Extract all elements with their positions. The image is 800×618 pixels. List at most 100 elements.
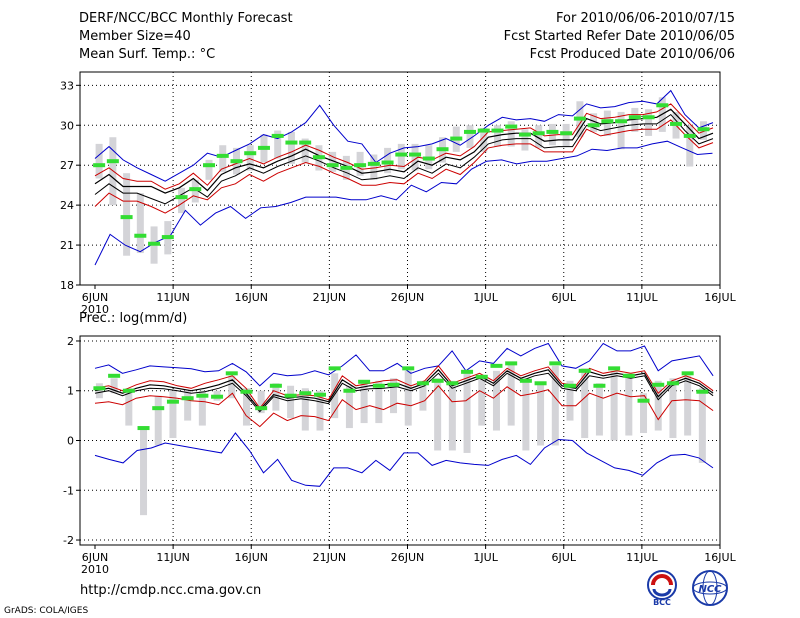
prec-spread-box [95,383,103,399]
temp-observed-mark [532,131,545,136]
temp-xtick-label: 16JUN [234,291,268,304]
prec-min-line [94,432,714,487]
temp-observed-mark [381,160,394,165]
prec-observed-mark [490,363,503,368]
temp-observed-mark [615,119,628,124]
prec-spread-box [154,395,162,446]
prec-observed-mark [181,396,194,401]
temp-spread-box [219,145,227,172]
prec-observed-mark [314,392,326,397]
prec-xtick-label: 11JUL [626,551,658,564]
prec-observed-mark [416,381,429,386]
bcc-logo-text: BCC [653,598,671,607]
temp-p10-line [94,119,714,214]
temp-spread-box [590,113,598,132]
prec-spread-box [654,380,662,431]
variable-label: Mean Surf. Temp.: °C [79,47,216,62]
temp-spread-box [95,143,103,179]
temp-observed-mark [326,163,339,168]
temp-spread-box [136,193,144,254]
temp-observed-mark [367,161,380,166]
prec-observed-mark [549,361,562,366]
prec-observed-mark [166,399,179,404]
prec-observed-mark [225,371,238,376]
temp-observed-mark [601,119,614,124]
prec-spread-box [257,390,265,414]
temp-observed-mark [477,128,490,133]
prec-xtick-label: 1JUL [473,551,498,564]
temp-spread-box [411,143,419,171]
prec-max-line [94,342,714,387]
temp-xtick-label: 11JUL [626,291,658,304]
temp-observed-mark [546,129,559,134]
temp-observed-mark [340,165,353,170]
temp-observed-mark [230,159,243,164]
temp-observed-mark [436,147,449,152]
prec-spread-box [610,370,618,441]
prec-xtick-label: 16JUN [234,551,268,564]
prec-observed-mark [475,374,488,379]
prec-observed-mark [387,382,400,387]
prec-observed-mark [372,383,385,388]
prec-spread-box [522,378,530,451]
prec-observed-mark [564,383,576,388]
temp-observed-mark [683,133,696,138]
temp-spread-box [548,123,556,146]
prec-observed-mark [593,383,606,388]
temp-observed-mark [203,163,216,168]
prec-observed-mark [93,386,106,391]
temp-spread-box [521,129,529,151]
temp-spread-box [686,125,694,167]
temp-ytick-label: 24 [60,199,74,212]
prec-observed-mark [343,388,356,393]
prec-ytick-label: 0 [67,435,74,448]
prec-spread-box [419,380,427,411]
temp-ytick-label: 33 [60,79,74,92]
temp-spread-box [274,130,282,159]
prec-spread-box [375,380,383,424]
temp-spread-box [287,131,295,164]
temp-spread-box [617,111,625,150]
prec-observed-mark [358,379,371,384]
temp-spread-box [205,159,213,180]
prec-observed-mark [431,378,444,383]
temp-observed-mark [354,163,367,168]
temp-observed-mark [175,195,188,200]
temp-spread-box [466,125,474,148]
temp-observed-mark [491,128,504,133]
prec-observed-mark [108,373,121,378]
prec-observed-mark [461,369,474,374]
temp-observed-mark [189,187,202,192]
temp-observed-mark [587,123,600,128]
prec-xtick-label: 26JUN [391,551,425,564]
prec-observed-mark [255,406,268,411]
temp-plot-frame [79,71,721,286]
prec-observed-mark [652,382,665,387]
prec-ytick-label: 2 [67,335,74,348]
temp-observed-mark [257,145,270,150]
temp-ytick-label: 30 [60,119,74,132]
prec-spread-box [316,390,324,431]
temp-spread-box [178,187,186,214]
temp-observed-mark [505,124,518,129]
member-size-label: Member Size=40 [79,29,191,44]
prec-spread-box [669,378,677,439]
prec-observed-mark [137,426,150,431]
prec-spread-box [331,373,339,419]
temp-observed-mark [642,115,655,120]
source-url[interactable]: http://cmdp.ncc.cma.gov.cn [80,583,262,598]
temp-ytick-label: 21 [60,239,74,252]
prec-xtick-label: 6JUL [552,551,577,564]
temp-observed-mark [464,129,476,134]
temp-observed-mark [450,136,463,141]
temp-xtick-label: 6JUL [552,291,577,304]
prec-observed-mark [240,389,253,394]
forecast-period-label: For 2010/06/06-2010/07/15 [556,11,735,26]
temp-observed-mark [560,131,573,136]
temp-ytick-label: 18 [60,279,74,292]
temp-observed-mark [422,156,435,161]
prec-spread-box [360,380,368,424]
temp-observed-mark [409,152,422,157]
temp-observed-mark [628,115,641,120]
